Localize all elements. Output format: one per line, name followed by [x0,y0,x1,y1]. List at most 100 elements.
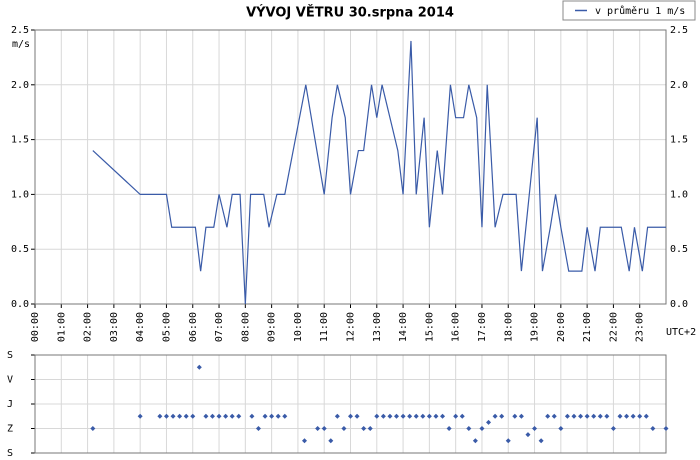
direction-point [643,413,649,419]
direction-point [426,413,432,419]
direction-point [610,426,616,431]
direction-point [216,413,222,419]
direction-point [545,413,551,419]
direction-point [223,413,229,419]
direction-point [578,413,584,419]
direction-point [190,413,196,419]
direction-point [262,413,268,419]
direction-point [90,426,96,431]
x-tick-label: 09:00 [267,312,278,342]
direction-point [637,413,643,419]
direction-point [177,413,183,419]
direction-point [341,426,347,431]
x-tick-label: 20:00 [556,312,567,342]
direction-point [505,438,511,444]
direction-point [255,426,261,431]
y-tick-label: 1.5 [11,135,29,146]
x-tick-label: 18:00 [503,312,514,342]
y2-tick-label: 2.0 [670,80,688,91]
direction-point [571,413,577,419]
direction-point [163,413,169,419]
direction-point [315,426,321,431]
plot-frame [34,29,667,305]
direction-point [459,413,465,419]
y2-tick-label: 0.0 [670,299,688,310]
direction-point [591,413,597,419]
direction-point [420,413,426,419]
x-tick-label: 12:00 [346,312,357,342]
y2-tick-label: 1.5 [670,135,688,146]
x-tick-label: 10:00 [293,312,304,342]
x-tick-label: 01:00 [56,312,67,342]
direction-point [374,413,380,419]
y2-tick-label: 2.5 [670,25,688,36]
direction-point [525,432,531,438]
x-tick-label: 22:00 [608,312,619,342]
direction-point [354,413,360,419]
direction-point [440,413,446,419]
direction-point [249,413,255,419]
legend-box [562,0,696,21]
direction-point [328,438,334,444]
y-tick-label: 0.0 [11,299,29,310]
y-tick-label: 0.5 [11,244,29,255]
y-tick-label: J [7,399,13,410]
direction-point [466,426,472,431]
direction-point [367,426,373,431]
direction-point [538,438,544,444]
direction-point [394,413,400,419]
direction-point [650,426,656,431]
x-tick-label: 13:00 [372,312,383,342]
x-tick-label: 15:00 [424,312,435,342]
y-tick-label: Z [7,424,13,435]
direction-point [479,426,485,431]
direction-point [617,413,623,419]
direction-point [229,413,235,419]
x-tick-label: 07:00 [214,312,225,342]
direction-point [380,413,386,419]
direction-point [209,413,215,419]
direction-point [282,413,288,419]
direction-point [663,426,669,431]
legend-label: v průměru 1 m/s [595,5,685,17]
direction-point [236,413,242,419]
x-tick-label: 04:00 [135,312,146,342]
direction-point [301,438,307,444]
direction-point [453,413,459,419]
x-tick-label: 00:00 [30,312,41,342]
direction-point [137,413,143,419]
direction-point [492,413,498,419]
direction-point [334,413,340,419]
direction-point [387,413,393,419]
y-tick-label: 1.0 [11,189,29,200]
direction-point [433,413,439,419]
x-tick-label: 08:00 [240,312,251,342]
y2-tick-label: 1.0 [670,189,688,200]
direction-point [170,413,176,419]
direction-point [446,426,452,431]
y-tick-label: 2.0 [11,80,29,91]
direction-point [196,364,202,370]
direction-point [157,413,163,419]
x-tick-label: 14:00 [398,312,409,342]
y-tick-label: 2.5 [11,25,29,36]
x-tick-label: 02:00 [83,312,94,342]
direction-point [518,413,524,419]
y-axis-label: m/s [12,39,30,50]
x-tick-label: 11:00 [319,312,330,342]
direction-point [512,413,518,419]
x-axis-label: UTC+2 [666,327,696,338]
wind-speed-line [92,40,666,305]
x-tick-label: 19:00 [530,312,541,342]
direction-point [413,413,419,419]
direction-point [348,413,353,419]
direction-point [597,413,603,419]
direction-point [400,413,406,419]
direction-point [604,413,610,419]
direction-point [532,426,538,431]
chart-title: VÝVOJ VĚTRU 30.srpna 2014 [246,5,454,21]
direction-point [321,426,327,431]
direction-point [407,413,413,419]
direction-point [499,413,505,419]
